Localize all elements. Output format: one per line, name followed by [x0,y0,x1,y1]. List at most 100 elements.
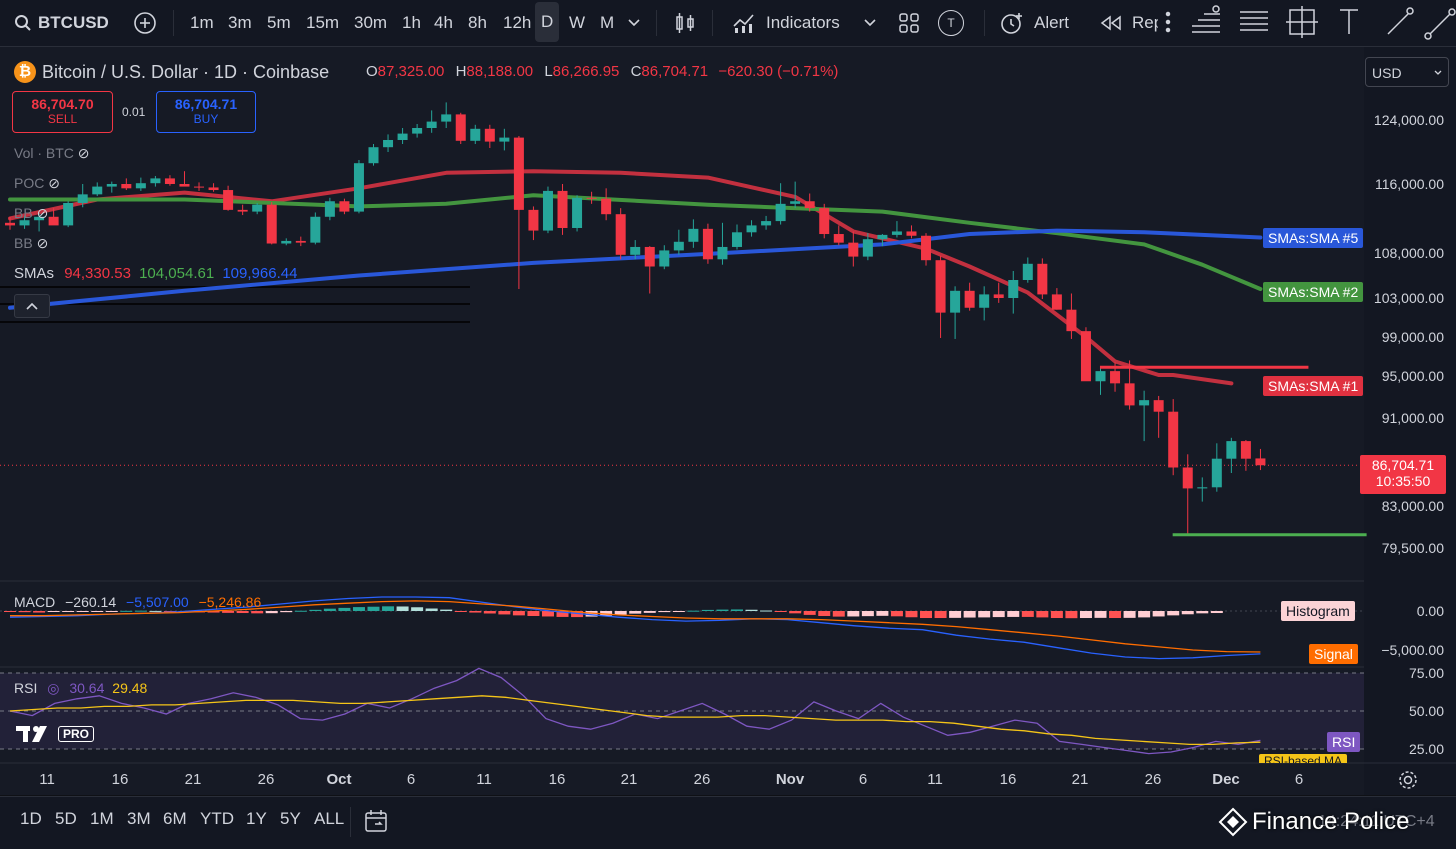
macd-histogram-bar [411,607,424,611]
sell-button[interactable]: 86,704.70 SELL [12,91,113,133]
chart-type-button[interactable] [674,0,696,46]
time-tick-label: Dec [1212,771,1240,788]
candle-body [179,184,190,187]
interval-w[interactable]: W [569,13,586,32]
interval-m[interactable]: M [600,13,615,32]
interval-d[interactable]: D [535,2,560,42]
macd-histogram-bar [163,611,176,612]
macd-histogram-bar [992,611,1005,618]
indicators-dropdown-button[interactable] [864,0,876,46]
buy-button[interactable]: 86,704.71 BUY [156,91,256,133]
interval-5m[interactable]: 5m [267,13,291,32]
macd-histogram-bar [469,611,482,613]
alert-label: Alert [1034,13,1069,32]
candle-body [208,187,219,191]
chart-pane[interactable] [0,47,1364,795]
candle-body [1168,411,1179,468]
search-icon [15,15,31,31]
sma3-value: 109,966.44 [222,265,298,282]
candle-body [237,209,248,212]
chart-canvas[interactable] [0,47,1456,795]
time-tick-label: 21 [620,771,638,788]
range-3m[interactable]: 3M [127,809,151,828]
macd-histogram-bar [236,611,249,614]
macd-histogram-bar [483,611,496,614]
macd-histogram-bar [527,611,540,616]
volume-legend: Vol · BTC ⊘ [14,145,90,162]
interval-30m[interactable]: 30m [354,13,388,32]
interval-8h[interactable]: 8h [468,13,487,32]
macd-histogram-bar [1152,611,1165,617]
interval-dropdown-button[interactable] [628,0,640,46]
bb-short-legend: BB ⊘ [14,205,48,222]
range-1d[interactable]: 1D [20,809,42,828]
candle-body [194,186,205,188]
last-price-value: 86,704.71 [1371,457,1435,473]
layouts-button[interactable] [898,0,920,46]
settings-button[interactable] [1398,770,1418,795]
macd-histogram-bar [18,611,31,613]
sma-line-sma-5 [8,228,1263,310]
currency-select[interactable]: USD [1365,57,1449,87]
interval-3m[interactable]: 3m [228,13,252,32]
close-label: C [630,63,642,80]
symbol-search[interactable]: BTCUSD [14,0,109,46]
replay-button[interactable]: Rep [1100,0,1163,46]
poc-legend: POC ⊘ [14,175,60,192]
interval-4h[interactable]: 4h [434,13,453,32]
range-1y[interactable]: 1Y [246,809,267,828]
eye-slash-icon[interactable]: ⊘ [77,145,90,161]
templates-button[interactable]: T [938,0,964,46]
price-axis[interactable] [1364,47,1456,795]
histogram-axis-tag: Histogram [1281,601,1355,621]
macd-histogram-bar [861,611,874,617]
candle-body [339,201,350,212]
smas-label: SMAs [14,265,55,282]
eye-slash-icon[interactable]: ⊘ [36,235,49,251]
candle-body [819,208,830,235]
candle-body [717,246,728,260]
drawing-tools-icons[interactable] [1158,0,1456,46]
candle-body [906,231,917,236]
candle-body [1080,331,1091,382]
candle-body [790,201,801,204]
price-tick-label: 79,500.00 [1381,540,1444,556]
macd-histogram-bar [120,610,133,612]
candle-body [353,163,364,212]
change-value: −620.30 (−0.71%) [718,63,839,80]
collapse-legend-button[interactable] [14,294,50,318]
range-5d[interactable]: 5D [55,809,77,828]
range-6m[interactable]: 6M [163,809,187,828]
range-ytd[interactable]: YTD [200,809,234,828]
date-range-button[interactable] [364,809,390,840]
interval-15m[interactable]: 15m [306,13,340,32]
candle-body [397,133,408,140]
time-tick-label: 16 [548,771,566,788]
range-1m[interactable]: 1M [90,809,114,828]
candle-body [964,290,975,308]
interval-1h[interactable]: 1h [402,13,421,32]
time-tick-label: Oct [326,771,352,788]
indicators-button[interactable]: Indicators [732,0,840,46]
price-tick-label: 95,000.00 [1381,368,1444,384]
interval-12h[interactable]: 12h [503,13,532,32]
eye-slash-icon[interactable]: ⊘ [48,175,60,191]
sell-price: 86,704.70 [31,96,94,112]
alert-button[interactable]: Alert [999,0,1069,46]
macd-histogram-bar [876,611,889,616]
candle-body [848,242,859,257]
price-tick-label: 116,000.00 [1374,176,1444,192]
macd-histogram-bar [847,611,860,617]
macd-label: MACD [14,594,56,610]
range-all[interactable]: ALL [314,809,345,828]
candle-body [470,128,481,141]
compare-symbol-button[interactable] [133,0,157,46]
high-label: H [455,63,467,80]
candle-body [688,228,699,242]
range-5y[interactable]: 5Y [280,809,301,828]
price-tick-label: 83,000.00 [1381,498,1444,514]
macd-tick-label: 0.00 [1416,603,1444,619]
eye-slash-icon[interactable]: ⊘ [36,205,49,221]
rsi-tick-label: 50.00 [1408,703,1444,719]
interval-1m[interactable]: 1m [190,13,214,32]
